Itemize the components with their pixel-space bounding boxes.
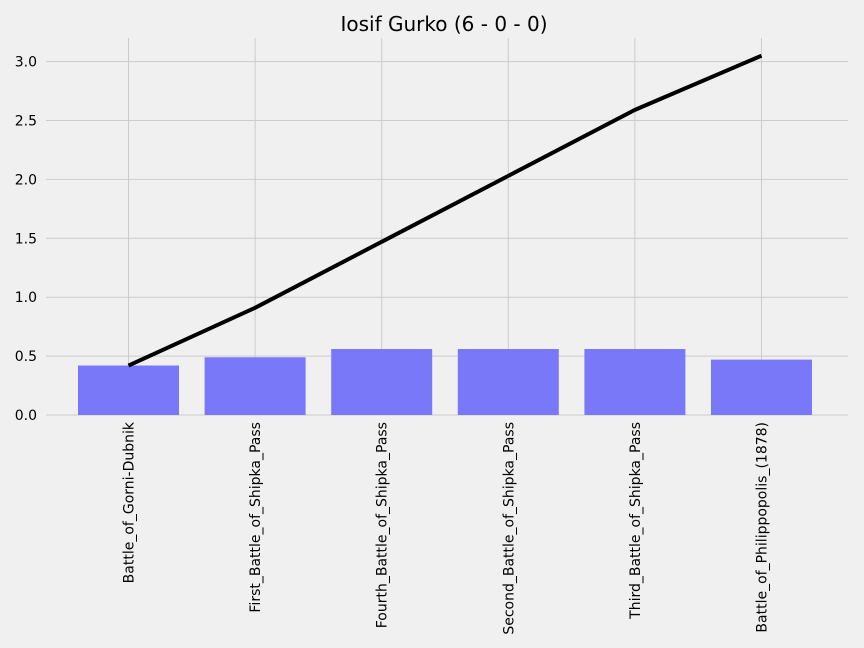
- y-tick-label: 1.5: [15, 231, 37, 247]
- bar-series: [78, 349, 812, 415]
- x-tick-label: Battle_of_Philippopolis_(1878): [755, 422, 771, 633]
- y-tick-label: 0.5: [15, 349, 37, 365]
- y-axis-ticks: 0.0 0.5 1.0 1.5 2.0 2.5 3.0: [15, 55, 37, 424]
- bar: [204, 357, 306, 415]
- bar: [584, 349, 686, 415]
- x-axis-ticks: Battle_of_Gorni-Dubnik First_Battle_of_Sh…: [122, 421, 771, 635]
- chart-title: Iosif Gurko (6 - 0 - 0): [340, 12, 547, 36]
- y-tick-label: 1.0: [15, 290, 37, 306]
- cumulative-line: [127, 53, 763, 368]
- x-tick-label: Second_Battle_of_Shipka_Pass: [501, 422, 517, 635]
- x-tick-label: First_Battle_of_Shipka_Pass: [248, 422, 264, 613]
- y-tick-label: 0.0: [15, 408, 37, 424]
- y-tick-label: 2.5: [15, 113, 37, 129]
- y-tick-label: 2.0: [15, 172, 37, 188]
- line-series: [127, 53, 763, 368]
- x-tick-label: Third_Battle_of_Shipka_Pass: [628, 422, 644, 620]
- bar: [457, 349, 559, 415]
- bar: [711, 359, 812, 415]
- x-tick-label: Fourth_Battle_of_Shipka_Pass: [375, 422, 391, 628]
- bar: [331, 349, 433, 415]
- y-tick-label: 3.0: [15, 55, 37, 71]
- bar: [78, 365, 179, 415]
- x-tick-label: Battle_of_Gorni-Dubnik: [122, 421, 138, 583]
- grid: [46, 38, 848, 416]
